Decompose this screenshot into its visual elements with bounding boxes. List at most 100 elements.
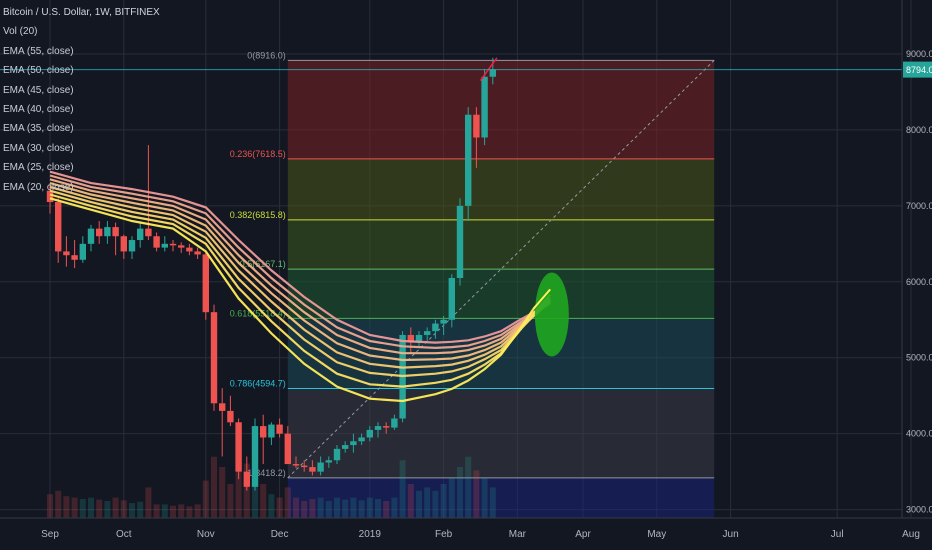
volume-bar-15 [170,505,176,518]
volume-bar-42 [391,497,398,518]
candle-35 [333,445,341,465]
indicator-vol[interactable]: Vol (20) [3,26,38,38]
ema-line-7 [49,197,552,403]
candle-body-35 [333,448,341,461]
candle-body-41 [383,426,390,428]
fib-label-5: 0.786(4594.7) [230,379,286,389]
candle-25 [251,418,259,491]
indicator-ema-50[interactable]: EMA (50, close) [3,65,74,77]
volume-bar-10 [129,503,135,518]
x-tick-label-6: Mar [509,529,527,540]
indicator-ema-35[interactable]: EMA (35, close) [3,123,74,135]
volume-bar-8 [112,497,119,518]
indicator-ema-45[interactable]: EMA (45, close) [3,84,74,96]
volume-bar-25 [252,477,258,518]
candle-17 [186,243,193,256]
volume-bar-12 [145,487,152,518]
volume-bar-41 [383,501,390,518]
last-price-badge [903,61,932,78]
volume-bar-2 [63,496,70,518]
ema-line-0 [49,170,551,344]
volume-bar-3 [71,497,78,518]
volume-bar-14 [161,504,168,518]
candle-29 [284,426,291,465]
candle-body-34 [325,460,332,463]
volume-bar-27 [268,494,275,518]
candle-body-26 [260,426,267,438]
candle-51 [465,107,472,222]
indicator-ema-20[interactable]: EMA (20, close) [3,181,74,193]
candle-body-2 [63,251,70,256]
candle-body-8 [112,227,119,237]
candle-body-50 [456,205,464,278]
candle-body-28 [276,424,283,434]
x-tick-label-10: Jul [831,529,844,540]
candle-body-10 [128,240,136,252]
volume-bar-53 [481,477,488,518]
x-tick-label-9: Jun [723,529,739,540]
candle-3 [71,240,78,269]
fib-label-0: 0(8916.0) [247,50,286,60]
indicator-ema-25[interactable]: EMA (25, close) [3,162,74,174]
volume-bar-40 [375,498,381,518]
candle-body-23 [235,422,242,472]
volume-bar-37 [350,497,357,518]
candle-body-25 [251,426,259,487]
volume-bar-7 [104,501,111,518]
ema-line-4 [49,185,551,369]
candle-36 [342,441,349,453]
indicator-legend: Bitcoin / U.S. Dollar, 1W, BITFINEX Vol … [3,3,160,197]
volume-bar-21 [219,467,226,518]
candle-body-5 [87,228,95,244]
candle-body-37 [350,441,357,446]
candle-body-11 [137,228,144,241]
volume-bar-28 [276,497,283,518]
ema-line-1 [49,174,551,350]
candle-body-31 [301,465,308,468]
volume-bar-17 [186,506,193,518]
candle-13 [153,232,160,252]
candle-body-36 [342,445,349,449]
candle-48 [440,315,447,335]
volume-bar-31 [301,501,308,518]
candle-21 [219,388,226,457]
candle-30 [292,456,300,468]
candle-body-19 [202,254,209,313]
candle-23 [235,418,242,480]
volume-bar-36 [342,499,349,518]
candle-body-39 [366,429,373,438]
candle-9 [120,234,127,260]
volume-bar-23 [235,470,242,518]
fib-extension-zone [287,477,715,518]
candle-41 [383,422,390,434]
x-tick-label-4: 2019 [359,529,382,540]
indicator-ema-40[interactable]: EMA (40, close) [3,104,74,116]
x-tick-label-1: Oct [116,529,132,540]
indicator-ema-55[interactable]: EMA (55, close) [3,45,74,57]
fib-label-2: 0.382(6815.8) [230,210,286,220]
volume-bar-34 [325,501,332,518]
candle-body-44 [407,334,414,343]
candle-body-12 [145,228,152,237]
x-tick-label-3: Dec [271,529,289,540]
candle-body-1 [55,202,62,252]
candle-26 [260,414,267,465]
volume-bar-29 [284,487,291,518]
volume-bar-35 [334,497,340,518]
candle-22 [227,395,234,427]
volume-bar-33 [317,497,324,518]
volume-bar-13 [153,504,160,518]
volume-bar-5 [88,497,94,518]
candle-52 [473,107,480,168]
candle-28 [276,418,283,438]
candle-body-6 [96,228,103,237]
candle-16 [178,242,185,253]
candle-body-42 [391,418,398,428]
candle-10 [128,236,136,260]
candle-40 [374,422,382,438]
candle-31 [301,460,308,472]
candle-body-18 [194,251,201,255]
volume-bar-52 [473,470,480,518]
indicator-ema-30[interactable]: EMA (30, close) [3,142,74,154]
